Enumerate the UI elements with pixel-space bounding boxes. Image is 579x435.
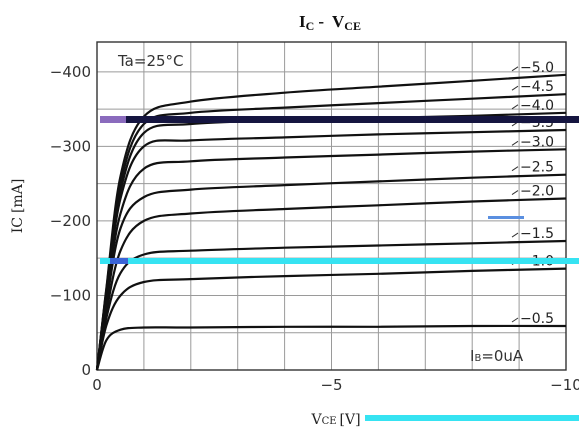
curve-label: −5.0 [520,60,554,76]
title-separator: - [318,12,324,31]
y-label-unit: [mA] [10,179,26,213]
ib-zero-i: I [470,347,474,365]
artifact-bar-cyan [100,258,579,264]
y-label-c-sub: C [10,217,26,228]
x-tick-label: −10 [550,376,579,394]
x-label-unit: [V] [340,412,361,428]
ib-zero-value: =0uA [481,347,524,365]
artifact-swatch-3 [488,216,524,219]
y-tick-label: −300 [50,137,91,155]
series-curve [95,173,567,371]
y-tick-label: −100 [50,286,91,304]
x-label-v: V [310,412,322,428]
x-tick-label: 0 [92,376,102,394]
series-curve [95,148,567,371]
x-label-ce-sub: CE [322,416,337,427]
chart-title: IC - VCE [299,12,361,33]
artifact-bar-bottom [365,415,579,421]
curve-label-leader [511,232,519,238]
y-tick-label: 0 [81,361,91,379]
temperature-annotation: Ta=25°C [117,52,184,70]
curve-label-leader [511,140,519,146]
title-v: V [332,12,345,31]
curve-labels: −5.0−4.5−4.0−3.5−3.0−2.5−2.0−1.5−1.0−0.5 [511,60,554,327]
title-i: I [299,12,306,31]
y-tick-label: −400 [50,63,91,81]
y-tick-labels: 0 −100 −200 −300 −400 [50,63,91,379]
ib-zero-b-sub: B [474,353,481,364]
title-ce-sub: CE [344,19,361,33]
artifact-bar-dark [100,116,579,123]
series-curve [95,197,567,371]
curve-label: −2.5 [520,160,554,176]
y-tick-label: −200 [50,212,91,230]
y-axis-label: IC [mA] [10,179,26,234]
curve-label-leader [511,317,519,323]
y-label-i: I [10,228,26,234]
artifact-swatch-1 [100,116,126,123]
artifact-swatch-2 [110,258,128,264]
curve-label-leader [511,104,519,110]
ib-zero-label: IB=0uA [470,347,524,365]
series-curve [95,239,567,371]
title-c-sub: C [306,19,315,33]
curve-label: −2.0 [520,184,554,200]
curve-label-leader [511,85,519,91]
curve-label: −1.5 [520,226,554,242]
series-curve [95,267,567,371]
curve-label: −3.0 [520,134,554,150]
curve-label-leader [511,190,519,195]
x-tick-labels: 0 −5 −10 [92,376,579,394]
curve-label: −0.5 [520,311,554,327]
curve-label-leader [511,66,519,72]
curve-label: −4.5 [520,79,554,95]
curve-label: −4.0 [520,98,554,114]
series-curve [95,324,567,371]
x-tick-label: −5 [320,376,342,394]
x-axis-label: VCE [V] [310,412,360,428]
curve-label-leader [511,166,519,172]
plot-frame [96,41,567,371]
